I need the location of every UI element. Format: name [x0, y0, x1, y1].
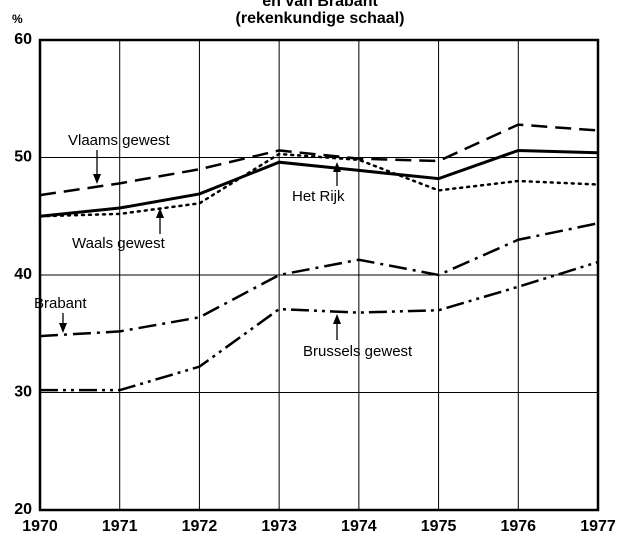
series-line	[40, 260, 599, 392]
x-tick-label: 1975	[421, 518, 457, 535]
series-label: Brabant	[34, 295, 87, 312]
arrowhead	[59, 323, 67, 333]
arrowhead	[156, 208, 164, 218]
arrowhead	[333, 314, 341, 324]
y-tick-label: 60	[14, 31, 32, 48]
series-label: Het Rijk	[292, 188, 345, 205]
series-line	[39, 148, 599, 218]
x-tick-label: 1973	[261, 518, 297, 535]
arrowhead	[93, 174, 101, 184]
y-tick-label: 30	[14, 384, 32, 401]
y-tick-label: 50	[14, 149, 32, 166]
chart-title: en van Brabant	[262, 0, 378, 10]
x-tick-label: 1977	[580, 518, 616, 535]
y-tick-label: 40	[14, 266, 32, 283]
x-tick-label: 1972	[182, 518, 218, 535]
y-tick-label: 20	[14, 501, 32, 518]
series-label: Brussels gewest	[303, 343, 413, 360]
series-line	[39, 222, 599, 338]
series-line	[38, 152, 600, 218]
series-label: Waals gewest	[72, 235, 166, 252]
x-tick-label: 1971	[102, 518, 138, 535]
chart-subtitle: (rekenkundige schaal)	[236, 10, 405, 27]
plot-frame	[38, 38, 600, 512]
x-tick-label: 1974	[341, 518, 377, 535]
x-tick-label: 1976	[500, 518, 536, 535]
x-tick-label: 1970	[22, 518, 58, 535]
y-axis-label: %	[12, 12, 23, 26]
